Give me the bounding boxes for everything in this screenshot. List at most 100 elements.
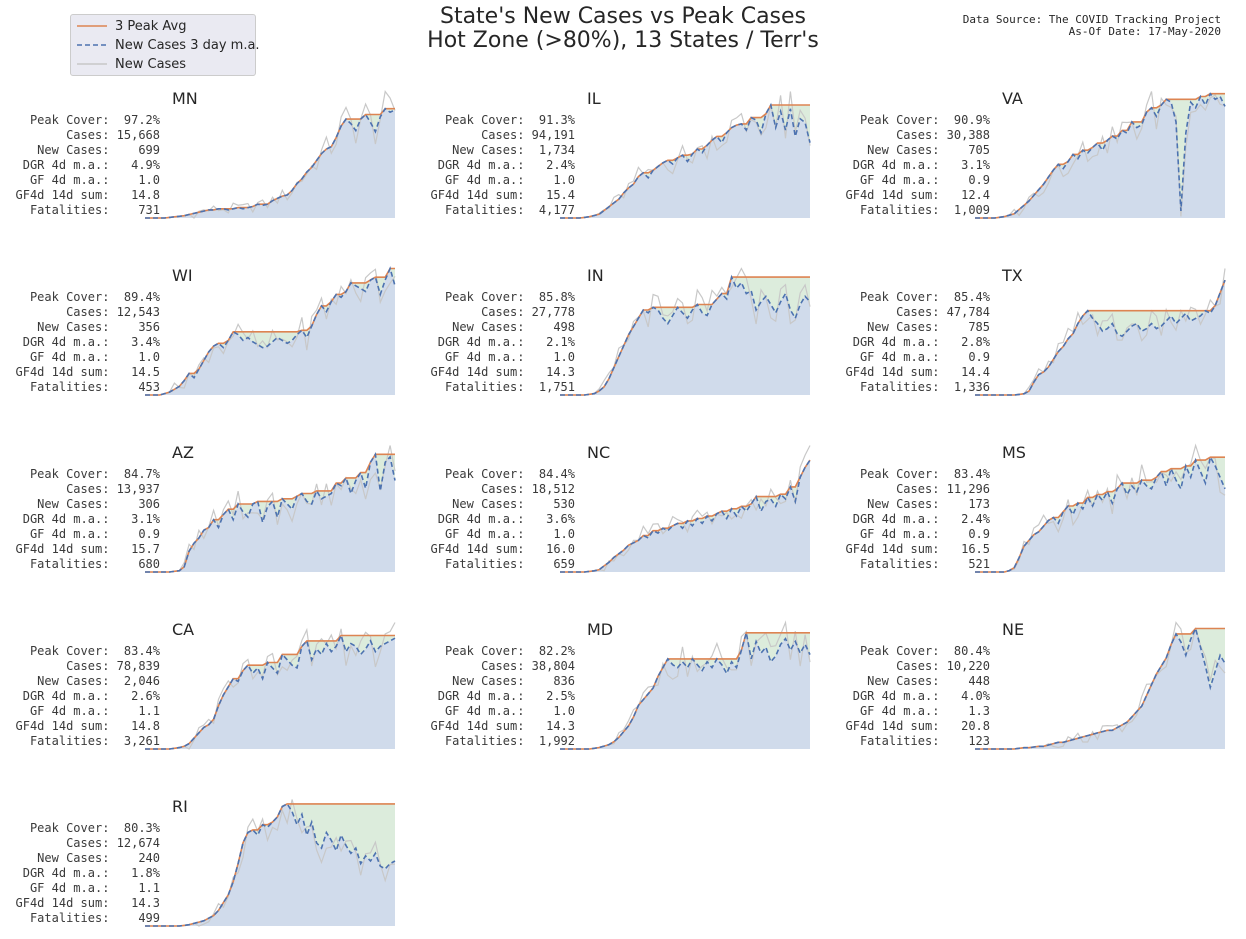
- stats-block-il: Peak Cover: 91.3% Cases: 94,191 New Cases:…: [415, 113, 576, 218]
- stat-row: Cases: 13,937: [66, 482, 160, 496]
- moving-average-line: [560, 632, 811, 750]
- stat-row: GF 4d m.a.: 0.9: [29, 527, 160, 541]
- cases-area-fill: [975, 457, 1225, 572]
- stat-row: Cases: 12,543: [66, 305, 160, 319]
- moving-average-line: [975, 626, 1226, 750]
- stat-row: New Cases: 356: [37, 320, 160, 334]
- stat-row: Peak Cover: 90.9%: [859, 113, 990, 127]
- plot-nc: [560, 445, 811, 573]
- stats-block-tx: Peak Cover: 85.4% Cases: 47,784 New Cases:…: [830, 290, 991, 395]
- stat-row: GF4d 14d sum: 20.8: [845, 719, 991, 733]
- stat-row: Peak Cover: 84.7%: [29, 467, 160, 481]
- stat-row: GF 4d m.a.: 1.0: [444, 704, 575, 718]
- stat-row: DGR 4d m.a.: 1.8%: [22, 866, 160, 880]
- stat-row: Fatalities: 731: [29, 203, 160, 217]
- plot-ne: [975, 621, 1226, 750]
- state-label-ri: RI: [172, 797, 188, 816]
- stat-row: New Cases: 705: [867, 143, 990, 157]
- panel-md: MD Peak Cover: 82.2% Cases: 38,804 New Case…: [415, 617, 815, 762]
- moving-average-line: [560, 274, 811, 396]
- stat-row: GF 4d m.a.: 1.0: [29, 173, 160, 187]
- stat-row: Fatalities: 123: [859, 734, 990, 748]
- new-cases-line: [560, 267, 811, 396]
- stat-row: DGR 4d m.a.: 3.1%: [22, 512, 160, 526]
- cases-area-fill: [145, 108, 395, 218]
- plot-mn: [145, 90, 396, 219]
- stats-block-ri: Peak Cover: 80.3% Cases: 12,674 New Cases:…: [0, 821, 161, 926]
- chart-title: State's New Cases vs Peak Cases Hot Zone…: [0, 5, 1246, 53]
- stat-row: GF4d 14d sum: 12.4: [845, 188, 991, 202]
- cases-area-fill: [145, 635, 395, 749]
- panel-va: VA Peak Cover: 90.9% Cases: 30,388 New Case…: [830, 86, 1230, 231]
- stat-row: GF 4d m.a.: 1.0: [29, 350, 160, 364]
- legend-label-peak: 3 Peak Avg: [115, 18, 187, 34]
- panel-ri: RI Peak Cover: 80.3% Cases: 12,674 New Case…: [0, 794, 400, 939]
- state-label-ne: NE: [1002, 620, 1025, 639]
- legend-swatch-raw: [77, 63, 107, 65]
- stat-row: GF4d 14d sum: 14.4: [845, 365, 991, 379]
- stat-row: Cases: 18,512: [481, 482, 575, 496]
- stat-row: Cases: 10,220: [896, 659, 990, 673]
- new-cases-line: [145, 445, 396, 573]
- stat-row: Peak Cover: 84.4%: [444, 467, 575, 481]
- stat-row: New Cases: 530: [452, 497, 575, 511]
- stat-row: GF 4d m.a.: 1.0: [444, 527, 575, 541]
- peak-gap-fill: [145, 108, 395, 218]
- state-label-wi: WI: [172, 266, 193, 285]
- panel-ca: CA Peak Cover: 83.4% Cases: 78,839 New Case…: [0, 617, 400, 762]
- peak-avg-line: [975, 456, 1225, 573]
- stat-row: GF4d 14d sum: 14.3: [430, 365, 576, 379]
- stats-block-ne: Peak Cover: 80.4% Cases: 10,220 New Cases:…: [830, 644, 991, 749]
- cases-area-fill: [560, 460, 810, 572]
- peak-gap-fill: [145, 803, 395, 926]
- stat-row: Cases: 94,191: [481, 128, 575, 142]
- plot-va: [975, 91, 1226, 219]
- stat-row: Peak Cover: 85.4%: [859, 290, 990, 304]
- panel-az: AZ Peak Cover: 84.7% Cases: 13,937 New Case…: [0, 440, 400, 585]
- stat-row: Cases: 38,804: [481, 659, 575, 673]
- stat-row: GF4d 14d sum: 14.3: [430, 719, 576, 733]
- stat-row: Fatalities: 453: [29, 380, 160, 394]
- stat-row: New Cases: 699: [37, 143, 160, 157]
- panel-wi: WI Peak Cover: 89.4% Cases: 12,543 New Case…: [0, 263, 400, 408]
- data-source-note: Data Source: The COVID Tracking Project …: [963, 14, 1221, 38]
- state-label-ms: MS: [1002, 443, 1026, 462]
- panel-il: IL Peak Cover: 91.3% Cases: 94,191 New Case…: [415, 86, 815, 231]
- state-label-md: MD: [587, 620, 614, 639]
- stat-row: Fatalities: 1,751: [444, 380, 575, 394]
- state-label-tx: TX: [1002, 266, 1023, 285]
- stat-row: Peak Cover: 80.3%: [29, 821, 160, 835]
- stat-row: GF 4d m.a.: 1.0: [444, 350, 575, 364]
- stats-block-ca: Peak Cover: 83.4% Cases: 78,839 New Cases:…: [0, 644, 161, 749]
- state-label-az: AZ: [172, 443, 194, 462]
- stats-block-az: Peak Cover: 84.7% Cases: 13,937 New Cases:…: [0, 467, 161, 572]
- plot-wi: [145, 266, 396, 396]
- legend: 3 Peak Avg New Cases 3 day m.a. New Case…: [70, 14, 260, 76]
- source-line-1: Data Source: The COVID Tracking Project: [962, 13, 1221, 26]
- stats-block-wi: Peak Cover: 89.4% Cases: 12,543 New Cases:…: [0, 290, 161, 395]
- stats-block-in: Peak Cover: 85.8% Cases: 27,778 New Cases:…: [415, 290, 576, 395]
- stat-row: DGR 4d m.a.: 2.6%: [22, 689, 160, 703]
- new-cases-line: [560, 445, 811, 573]
- stat-row: DGR 4d m.a.: 4.9%: [22, 158, 160, 172]
- state-label-ca: CA: [172, 620, 195, 639]
- moving-average-line: [975, 454, 1226, 573]
- moving-average-line: [145, 266, 396, 396]
- stat-row: Cases: 11,296: [896, 482, 990, 496]
- stat-row: DGR 4d m.a.: 2.5%: [437, 689, 575, 703]
- stat-row: Fatalities: 659: [444, 557, 575, 571]
- plot-az: [145, 445, 396, 573]
- peak-gap-fill: [975, 628, 1225, 749]
- stat-row: GF 4d m.a.: 1.1: [29, 704, 160, 718]
- stats-block-ms: Peak Cover: 83.4% Cases: 11,296 New Cases:…: [830, 467, 991, 572]
- stat-row: Fatalities: 1,336: [859, 380, 990, 394]
- stat-row: GF4d 14d sum: 14.8: [15, 719, 161, 733]
- cases-area-fill: [975, 628, 1225, 749]
- stat-row: Peak Cover: 89.4%: [29, 290, 160, 304]
- new-cases-line: [145, 622, 396, 750]
- source-line-2: As-Of Date: 17-May-2020: [1068, 25, 1221, 38]
- stat-row: Cases: 15,668: [66, 128, 160, 142]
- stat-row: New Cases: 1,734: [452, 143, 575, 157]
- stat-row: GF 4d m.a.: 1.3: [859, 704, 990, 718]
- stat-row: Cases: 27,778: [481, 305, 575, 319]
